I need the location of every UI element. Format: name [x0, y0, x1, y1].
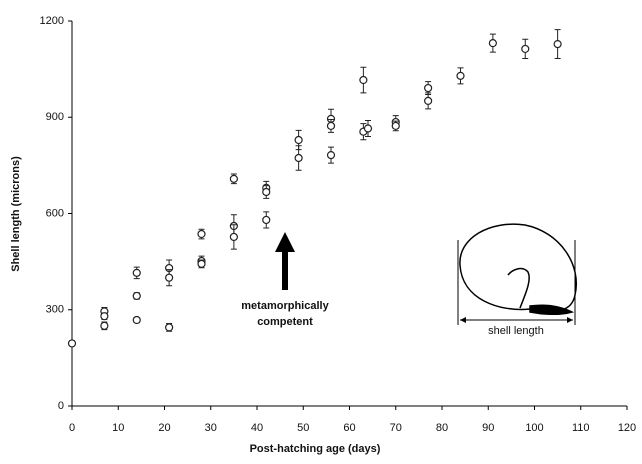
point: [165, 323, 174, 332]
point: [391, 121, 400, 131]
inset-label: shell length: [488, 325, 544, 337]
x-tick-label: 10: [112, 422, 124, 434]
x-tick-label: 100: [525, 422, 543, 434]
point: [197, 259, 206, 268]
point: [294, 135, 303, 145]
y-tick-label: 300: [46, 304, 64, 316]
point: [488, 39, 497, 48]
point: [553, 39, 562, 49]
point: [359, 75, 368, 85]
annotation: metamorphically: [241, 300, 329, 312]
x-tick-label: 60: [343, 422, 355, 434]
x-tick-label: 120: [618, 422, 636, 434]
point: [229, 174, 238, 183]
point: [132, 291, 141, 301]
point: [132, 268, 141, 277]
y-tick-label: 900: [46, 111, 64, 123]
arrow: [275, 232, 295, 290]
x-axis-label: Post-hatching age (days): [250, 443, 381, 455]
x-tick-label: 20: [158, 422, 170, 434]
point: [229, 232, 238, 242]
point: [100, 312, 109, 321]
point: [132, 315, 141, 325]
x-tick-label: 80: [436, 422, 448, 434]
point: [326, 151, 336, 160]
x-tick-label: 40: [251, 422, 263, 434]
point: [197, 229, 206, 239]
x-tick-label: 50: [297, 422, 309, 434]
point: [294, 153, 303, 163]
y-tick-label: 1200: [40, 15, 64, 27]
annotation: competent: [257, 316, 313, 328]
point: [521, 44, 530, 54]
point: [165, 273, 174, 282]
x-tick-label: 30: [205, 422, 217, 434]
point: [262, 187, 271, 197]
point: [67, 339, 77, 348]
x-tick-label: 70: [390, 422, 402, 434]
x-tick-label: 90: [482, 422, 494, 434]
point: [326, 121, 336, 131]
point: [424, 83, 433, 93]
y-tick-label: 0: [58, 400, 64, 412]
y-tick-label: 600: [46, 207, 64, 219]
x-tick-label: 110: [572, 422, 590, 434]
point: [424, 96, 433, 105]
y-axis-label: Shell length (microns): [10, 156, 22, 272]
x-tick-label: 0: [69, 422, 75, 434]
point: [456, 71, 465, 80]
point: [363, 124, 373, 133]
point: [262, 215, 271, 225]
point: [100, 321, 109, 330]
shell-diagram: [457, 223, 577, 325]
